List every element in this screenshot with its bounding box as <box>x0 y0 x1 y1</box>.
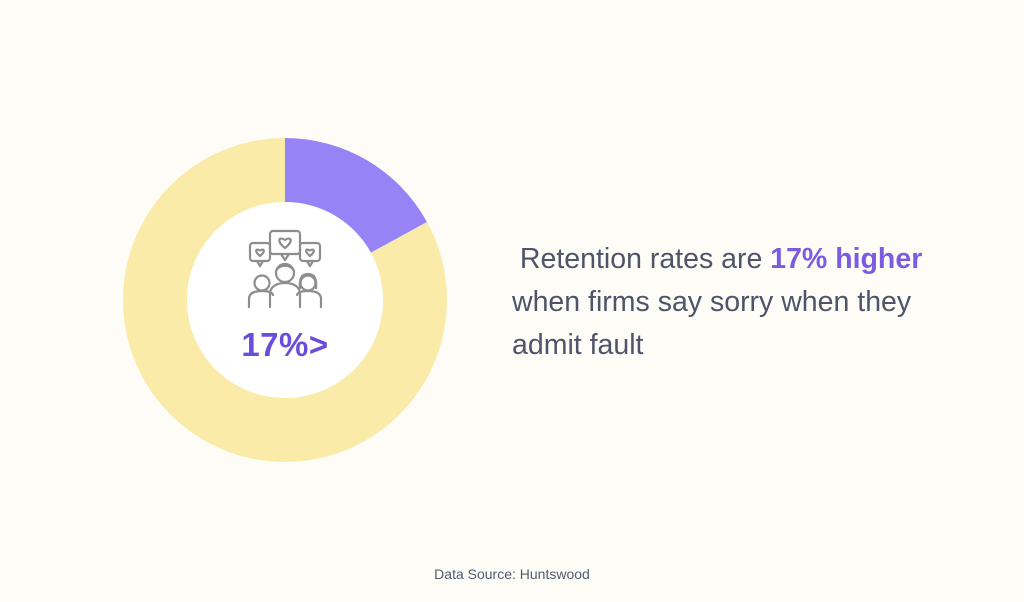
donut-slices <box>122 138 448 463</box>
people-hearts-icon <box>247 229 323 309</box>
data-source: Data Source: Huntswood <box>434 566 590 582</box>
headline-line-1: Retention rates are 17% higher <box>512 238 972 281</box>
donut-slice-1 <box>285 138 427 253</box>
headline: Retention rates are 17% higher when firm… <box>512 238 972 367</box>
headline-line-2: when firms say sorry when they <box>512 286 912 318</box>
headline-line-3: admit fault <box>512 329 644 361</box>
donut-slice-2 <box>122 138 448 463</box>
donut-hole <box>187 202 383 398</box>
center-value: 17%> <box>241 326 329 363</box>
headline-lead: Retention rates are <box>519 243 771 275</box>
headline-highlight: 17% higher <box>770 243 923 275</box>
